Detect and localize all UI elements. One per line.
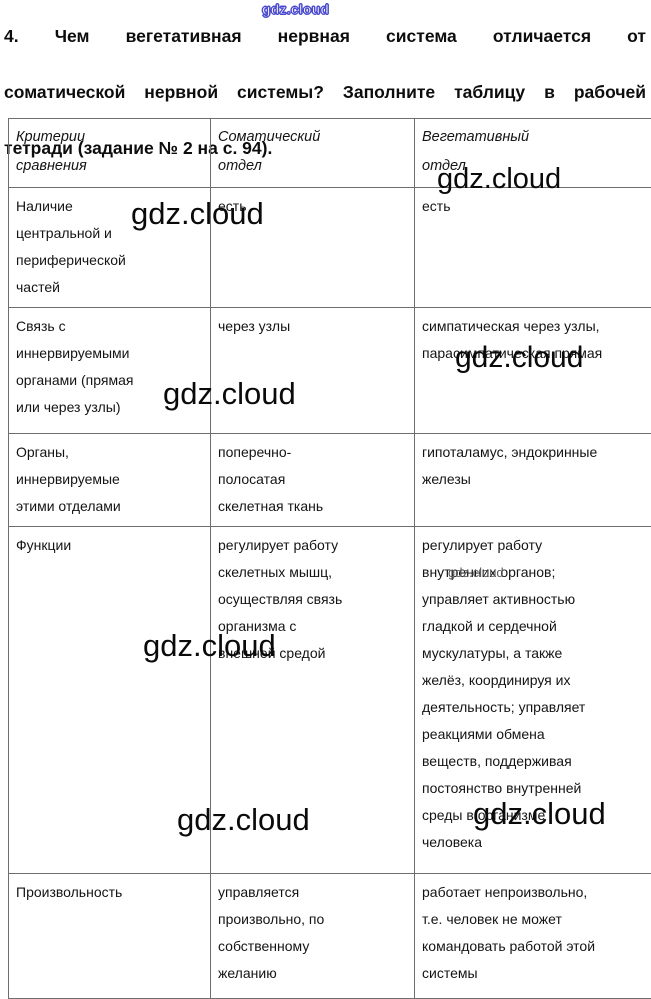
cell-somatic: через узлы bbox=[211, 308, 415, 434]
table-header-row: Критерии сравнения Соматический отдел Ве… bbox=[9, 119, 651, 188]
cell-somatic: поперечно- полосатая скелетная ткань bbox=[211, 434, 415, 527]
comparison-table-wrapper: Критерии сравнения Соматический отдел Ве… bbox=[8, 118, 638, 999]
watermark-top: gdz.cloud bbox=[262, 1, 329, 17]
table-row: Произвольность управляется произвольно, … bbox=[9, 874, 651, 999]
cell-vegetative: есть bbox=[415, 188, 651, 308]
table-row: Функции регулирует работу скелетных мышц… bbox=[9, 527, 651, 874]
cell-criterion: Наличие центральной и периферической час… bbox=[9, 188, 211, 308]
cell-vegetative: регулирует работу внутренних органов; уп… bbox=[415, 527, 651, 874]
header-cell-somatic: Соматический отдел bbox=[211, 119, 415, 188]
cell-vegetative: работает непроизвольно, т.е. человек не … bbox=[415, 874, 651, 999]
table-row: Связь с иннервируемыми органами (прямая … bbox=[9, 308, 651, 434]
cell-criterion: Произвольность bbox=[9, 874, 211, 999]
header-somatic-line-2: отдел bbox=[218, 152, 407, 181]
cell-criterion: Функции bbox=[9, 527, 211, 874]
question-line-1: 4. Чем вегетативная нервная система отли… bbox=[4, 22, 646, 78]
cell-vegetative: гипоталамус, эндокринные железы bbox=[415, 434, 651, 527]
header-somatic-line-1: Соматический bbox=[218, 123, 407, 152]
header-criteria-line-2: сравнения bbox=[16, 152, 203, 181]
cell-criterion: Органы, иннервируемые этими отделами bbox=[9, 434, 211, 527]
table-row: Органы, иннервируемые этими отделами поп… bbox=[9, 434, 651, 527]
table-row: Наличие центральной и периферической час… bbox=[9, 188, 651, 308]
header-criteria-line-1: Критерии bbox=[16, 123, 203, 152]
cell-somatic: регулирует работу скелетных мышц, осущес… bbox=[211, 527, 415, 874]
header-vegetative-line-1: Вегетативный bbox=[422, 123, 651, 152]
comparison-table: Критерии сравнения Соматический отдел Ве… bbox=[8, 118, 651, 999]
header-cell-criteria: Критерии сравнения bbox=[9, 119, 211, 188]
cell-criterion: Связь с иннервируемыми органами (прямая … bbox=[9, 308, 211, 434]
cell-vegetative: симпатическая через узлы, парасимпатичес… bbox=[415, 308, 651, 434]
header-vegetative-line-2: отдел bbox=[422, 152, 651, 181]
cell-somatic: управляется произвольно, по собственному… bbox=[211, 874, 415, 999]
header-cell-vegetative: Вегетативный отдел bbox=[415, 119, 651, 188]
cell-somatic: есть bbox=[211, 188, 415, 308]
